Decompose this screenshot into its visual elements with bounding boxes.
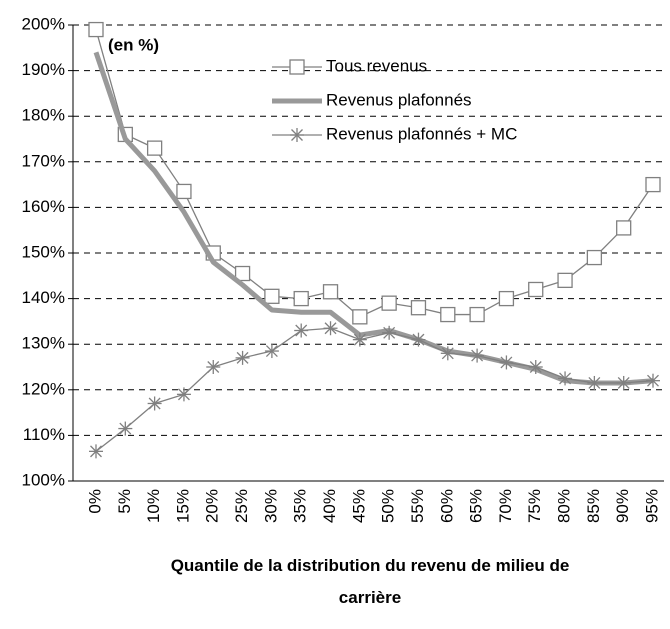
point <box>411 332 426 347</box>
point <box>323 321 338 336</box>
point-stroke <box>441 347 454 360</box>
point <box>528 360 543 374</box>
point-stroke <box>353 333 366 346</box>
point <box>616 375 631 390</box>
x-tick-label: 25% <box>232 489 251 523</box>
x-tick-label: 5% <box>115 489 134 514</box>
x-tick-label: 55% <box>408 489 427 523</box>
point <box>440 306 456 323</box>
y-tick-label: 150% <box>22 242 65 261</box>
y-tick-label: 180% <box>22 106 65 125</box>
y-tick-label: 160% <box>22 197 65 216</box>
point <box>206 360 221 374</box>
point <box>645 176 661 193</box>
x-tick-label: 0% <box>85 489 104 514</box>
point <box>616 220 632 236</box>
point <box>294 323 309 338</box>
legend-label: Revenus plafonnés + MC <box>326 124 517 143</box>
point <box>410 300 427 316</box>
point <box>646 373 660 388</box>
point <box>558 371 573 386</box>
point-stroke <box>588 377 601 389</box>
x-axis-title: Quantile de la distribution du revenu de… <box>170 556 570 607</box>
point <box>440 346 455 361</box>
y-tick-label: 100% <box>22 470 65 489</box>
point <box>557 272 573 289</box>
point-stroke <box>265 345 278 357</box>
point <box>293 290 309 307</box>
point <box>352 309 368 325</box>
point <box>89 444 103 459</box>
point <box>146 140 163 156</box>
point <box>352 332 367 347</box>
legend-marker <box>289 59 305 75</box>
x-tick-label: 95% <box>642 489 661 523</box>
x-tick-label: 80% <box>555 489 574 523</box>
x-tick-label: 60% <box>437 489 456 523</box>
point <box>118 421 133 436</box>
point-stroke <box>383 326 396 339</box>
point <box>498 290 515 307</box>
y-tick-label: 120% <box>22 379 65 398</box>
point-stroke <box>559 372 572 385</box>
point <box>381 295 397 311</box>
point-stroke <box>500 356 513 369</box>
legend-label: Revenus plafonnés <box>326 90 472 109</box>
point-stroke <box>324 322 337 335</box>
point-stroke <box>177 388 190 401</box>
y-tick-label: 190% <box>22 60 65 79</box>
point <box>469 306 485 323</box>
x-tick-label: 90% <box>613 489 632 523</box>
point <box>528 281 544 298</box>
y-tick-label: 110% <box>23 425 65 444</box>
point-stroke <box>617 377 630 389</box>
point-stroke <box>148 397 161 410</box>
point <box>88 21 104 38</box>
legend-label: Tous revenus <box>326 56 427 75</box>
x-tick-label: 85% <box>584 489 603 523</box>
point <box>587 375 602 390</box>
y-tick-label: 200% <box>22 14 65 33</box>
x-tick-label: 50% <box>379 489 398 523</box>
x-tick-label: 40% <box>320 489 339 523</box>
y-tick-label: 140% <box>22 288 65 307</box>
point-stroke <box>412 333 425 346</box>
x-tick-label: 30% <box>261 489 280 523</box>
x-tick-label: 10% <box>144 489 163 523</box>
point-stroke <box>119 422 132 435</box>
x-tick-label: 15% <box>173 489 192 523</box>
point-stroke <box>236 351 249 364</box>
point <box>264 344 279 359</box>
point <box>176 387 191 402</box>
point-stroke <box>471 349 484 362</box>
point <box>234 265 251 282</box>
point <box>147 396 162 411</box>
point <box>470 348 485 363</box>
x-tick-label: 35% <box>291 489 310 523</box>
point <box>176 183 192 200</box>
x-tick-label: 20% <box>203 489 222 523</box>
chart: (en %) 100% 110% 120% 130% 140% 150% 160% 170% 1… <box>22 14 664 523</box>
point <box>235 350 250 365</box>
point <box>322 284 339 300</box>
point <box>499 355 514 370</box>
point-stroke <box>647 374 659 387</box>
x-tick-label: 75% <box>525 489 544 523</box>
point-stroke <box>291 129 303 141</box>
legend-marker <box>290 128 304 142</box>
x-tick-label: 65% <box>467 489 486 523</box>
point-stroke <box>90 445 102 458</box>
y-tick-label: 130% <box>22 334 65 353</box>
point-stroke <box>529 361 542 373</box>
point-stroke <box>295 324 308 337</box>
x-tick-label: 45% <box>349 489 368 523</box>
point-stroke <box>207 361 220 373</box>
point <box>382 325 397 340</box>
y-tick-label: 170% <box>22 151 65 170</box>
point <box>586 249 603 266</box>
annotation: (en %) <box>108 35 159 54</box>
point <box>264 288 280 304</box>
x-tick-label: 70% <box>496 489 515 523</box>
